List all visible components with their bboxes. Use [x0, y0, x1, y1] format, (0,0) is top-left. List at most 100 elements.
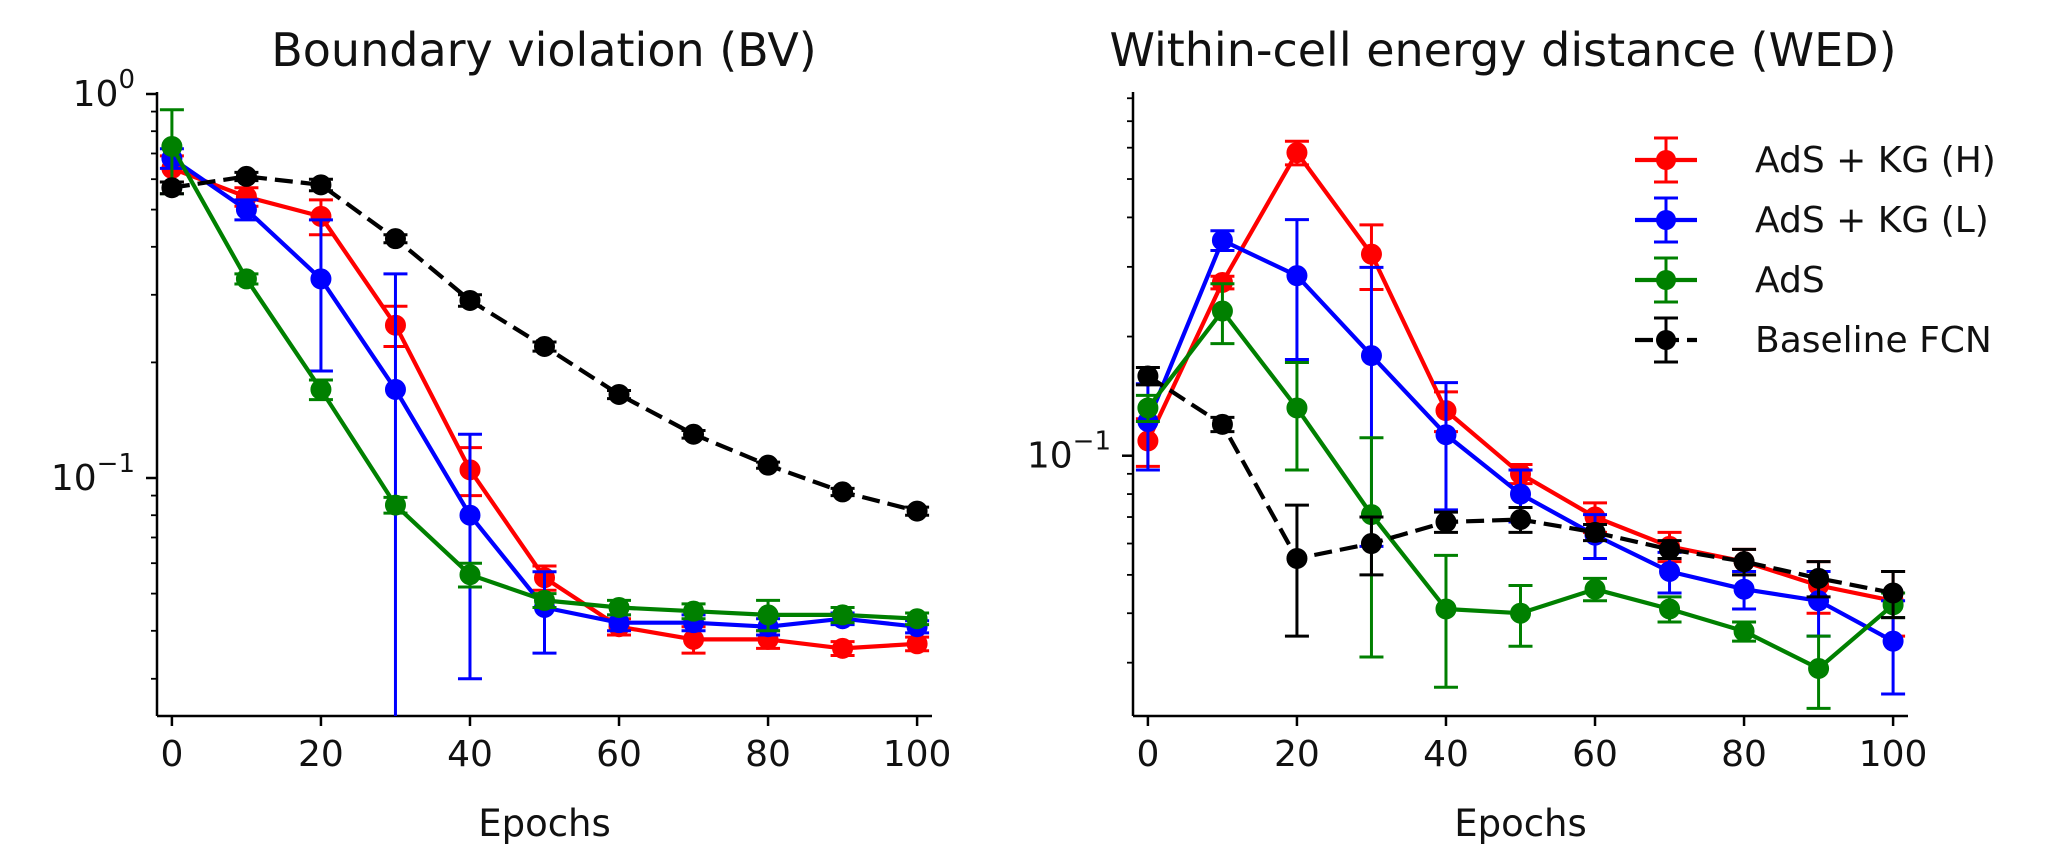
data-point [459, 564, 481, 586]
data-point [1360, 243, 1382, 265]
x-tick-label: 0 [160, 734, 183, 775]
x-tick-label: 40 [1423, 734, 1469, 775]
chart-title: Within-cell energy distance (WED) [1109, 23, 1896, 77]
data-point [1137, 365, 1159, 387]
data-point [1286, 397, 1308, 419]
legend-label: AdS [1755, 260, 1825, 301]
legend: AdS + KG (H) AdS + KG (L) AdS Baseline FCN [1635, 136, 1996, 364]
data-point [1435, 424, 1457, 446]
series-baseline-fcn [1135, 365, 1906, 638]
legend-item-ads-kg-l: AdS + KG (L) [1635, 196, 1989, 244]
data-point [534, 336, 555, 358]
x-axis-label: Epochs [478, 802, 611, 845]
data-point [1510, 483, 1531, 505]
x-axis-label: Epochs [1454, 802, 1587, 845]
plot-area [1135, 139, 1906, 710]
data-point [683, 423, 705, 445]
data-point [1510, 509, 1531, 531]
legend-item-baseline-fcn: Baseline FCN [1635, 316, 1992, 364]
y-tick-exponent: −1 [1073, 427, 1111, 457]
data-point [310, 268, 332, 290]
x-tick-label: 40 [447, 734, 493, 775]
data-point [1211, 413, 1233, 435]
x-tick-label: 20 [298, 734, 344, 775]
data-point [1360, 345, 1382, 367]
x-tick-label: 100 [883, 734, 952, 775]
x-tick-label: 20 [1274, 734, 1320, 775]
data-point [1808, 658, 1830, 680]
data-point [832, 481, 854, 503]
legend-item-ads: AdS [1635, 256, 1825, 304]
data-point [235, 268, 257, 290]
data-point [608, 597, 630, 619]
data-point [906, 500, 928, 522]
data-point [459, 504, 481, 526]
data-point [310, 174, 332, 196]
x-tick-label: 80 [745, 734, 791, 775]
y-tick-label: 10−1 [51, 449, 135, 499]
data-point [832, 604, 854, 626]
data-point [1435, 598, 1457, 620]
data-point [1211, 300, 1233, 322]
data-point [1808, 567, 1830, 589]
data-point [161, 177, 183, 199]
legend-label: Baseline FCN [1755, 320, 1992, 361]
data-point [1882, 630, 1904, 652]
chart-title: Boundary violation (BV) [271, 23, 817, 77]
data-point [757, 604, 779, 626]
x-tick-label: 60 [596, 734, 642, 775]
legend-label: AdS + KG (L) [1755, 200, 1989, 241]
wed-panel: Within-cell energy distance (WED) 0 20 40 60… [1027, 23, 1996, 845]
data-point [1584, 578, 1606, 600]
data-point [832, 637, 854, 659]
legend-marker [1656, 270, 1676, 290]
data-point [1435, 511, 1457, 533]
data-point [608, 383, 630, 405]
data-point [1286, 547, 1308, 569]
data-point [384, 228, 406, 250]
data-point [1360, 533, 1382, 555]
data-point [459, 289, 481, 311]
bv-panel: Boundary violation (BV)0 20 40 60 80 100Epoch… [51, 23, 952, 845]
y-tick-base: 10 [1027, 436, 1073, 477]
data-point [1659, 598, 1681, 620]
data-point [1733, 551, 1755, 573]
data-point [1882, 582, 1904, 604]
data-point [683, 600, 705, 622]
series-ads [159, 108, 930, 633]
x-tick-label: 100 [1859, 734, 1928, 775]
legend-marker [1656, 150, 1676, 170]
data-point [1211, 229, 1233, 251]
data-point [757, 454, 779, 476]
x-tick-label: 0 [1136, 734, 1159, 775]
data-point [1137, 397, 1159, 419]
data-point [235, 165, 257, 187]
series-ads [1135, 282, 1906, 710]
x-tick-label: 60 [1572, 734, 1618, 775]
y-tick-exponent: 0 [118, 65, 135, 95]
data-point [906, 608, 928, 630]
data-point [310, 379, 332, 401]
data-point [1659, 538, 1681, 560]
data-point [1733, 620, 1755, 642]
data-point [1584, 521, 1606, 543]
data-point [1510, 602, 1531, 624]
series-line [170, 145, 918, 621]
y-tick-label: 10−1 [1027, 427, 1111, 477]
data-point [534, 589, 555, 611]
data-point [1286, 265, 1308, 287]
y-tick-base: 10 [51, 458, 97, 499]
series-ads-kg-l [159, 147, 930, 716]
y-tick-label: 100 [73, 65, 135, 115]
y-tick-base: 10 [73, 74, 119, 115]
series-line [170, 156, 918, 629]
y-tick-exponent: −1 [97, 449, 135, 479]
x-tick-label: 80 [1721, 734, 1767, 775]
data-point [384, 379, 406, 401]
legend-item-ads-kg-h: AdS + KG (H) [1635, 136, 1996, 184]
legend-marker [1656, 330, 1676, 350]
plot-area [159, 108, 930, 716]
legend-label: AdS + KG (H) [1755, 140, 1996, 181]
series-baseline-fcn [159, 165, 930, 522]
